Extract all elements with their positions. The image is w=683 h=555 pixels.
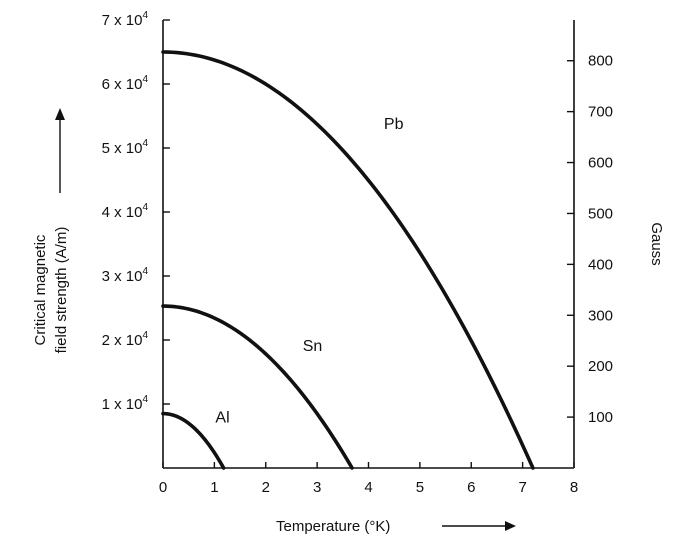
y-tick-label: 5 x 104 xyxy=(102,138,149,157)
y2-axis-title: Gauss xyxy=(648,222,665,265)
series-labels: Pb Sn Al xyxy=(215,116,403,427)
y-axis-title-line2: field strength (A/m) xyxy=(53,227,70,354)
y-tick-label: 7 x 104 xyxy=(102,10,149,29)
series-label-pb: Pb xyxy=(384,116,404,133)
y-axis-arrowhead xyxy=(55,108,65,120)
y-tick-label: 1 x 104 xyxy=(102,394,149,413)
series-curve-pb xyxy=(161,50,535,470)
x-tick-label: 5 xyxy=(416,479,424,496)
y-tick-label: 2 x 104 xyxy=(102,330,149,349)
y-tick-mantissa: 3 x 10 xyxy=(102,268,143,285)
y-axis-title-line1: Critical magnetic xyxy=(32,234,49,345)
series-label-sn: Sn xyxy=(303,338,323,355)
y2-tick-label: 700 xyxy=(588,104,613,121)
series-curves xyxy=(161,50,535,470)
x-axis-title: Temperature (°K) xyxy=(276,518,516,535)
axes xyxy=(162,20,575,469)
y-tick-exponent: 4 xyxy=(142,394,148,405)
y-tick-exponent: 4 xyxy=(142,202,148,213)
x-axis-arrowhead xyxy=(505,521,516,531)
x-tick-label: 3 xyxy=(313,479,321,496)
x-tick-label: 2 xyxy=(262,479,270,496)
x-axis-title-text: Temperature (°K) xyxy=(276,518,390,535)
y2-tick-label: 100 xyxy=(588,409,613,426)
y-tick-exponent: 4 xyxy=(142,330,148,341)
y-tick-mantissa: 4 x 10 xyxy=(102,204,143,221)
y2-tick-label: 800 xyxy=(588,53,613,70)
y-tick-label: 4 x 104 xyxy=(102,202,149,221)
x-tick-label: 6 xyxy=(467,479,475,496)
y-tick-label: 3 x 104 xyxy=(102,266,149,285)
x-tick-label: 1 xyxy=(210,479,218,496)
x-tick-label: 4 xyxy=(364,479,372,496)
y2-tick-label: 600 xyxy=(588,155,613,172)
y-tick-label: 6 x 104 xyxy=(102,74,149,93)
x-tick-label: 7 xyxy=(518,479,526,496)
y-tick-mantissa: 2 x 10 xyxy=(102,332,143,349)
y-tick-exponent: 4 xyxy=(142,10,148,21)
y2-tick-label: 500 xyxy=(588,205,613,222)
series-curve-al xyxy=(161,411,226,470)
y-tick-exponent: 4 xyxy=(142,74,148,85)
y-tick-mantissa: 7 x 10 xyxy=(102,12,143,29)
x-tick-label: 8 xyxy=(570,479,578,496)
y2-tick-label: 200 xyxy=(588,358,613,375)
y-axis-title: Critical magnetic field strength (A/m) xyxy=(32,227,70,354)
series-curve-sn xyxy=(161,304,354,470)
y-tick-exponent: 4 xyxy=(142,138,148,149)
y2-tick-label: 300 xyxy=(588,307,613,324)
y-tick-mantissa: 6 x 10 xyxy=(102,76,143,93)
y-tick-mantissa: 1 x 10 xyxy=(102,396,143,413)
y-tick-mantissa: 5 x 10 xyxy=(102,140,143,157)
y2-tick-label: 400 xyxy=(588,256,613,273)
series-label-al: Al xyxy=(215,410,229,427)
x-ticks: 0 1 2 3 4 5 6 7 8 xyxy=(159,462,578,496)
y-tick-exponent: 4 xyxy=(142,266,148,277)
y2-ticks: 100 200 300 400 500 600 700 800 xyxy=(567,53,613,426)
x-tick-label: 0 xyxy=(159,479,167,496)
